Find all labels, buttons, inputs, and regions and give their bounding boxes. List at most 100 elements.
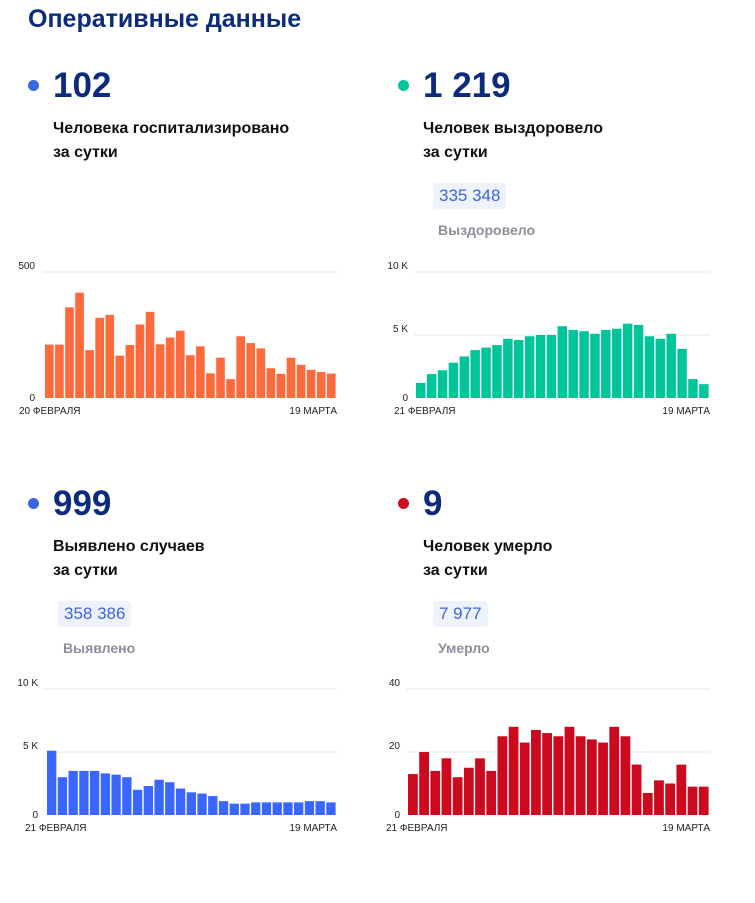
bar	[508, 726, 519, 815]
bar	[105, 314, 115, 398]
bar	[459, 356, 470, 398]
bar	[306, 369, 316, 398]
stat-panel-hospitalized: 102 Человека госпитализировано за сутки …	[0, 55, 350, 485]
bar	[251, 802, 261, 815]
caption-line-1: Человек выздоровело	[423, 120, 604, 137]
bar	[535, 335, 546, 398]
x-end-label: 19 МАРТА	[289, 406, 337, 417]
bar	[186, 792, 196, 815]
bar	[557, 326, 568, 398]
bar	[55, 344, 64, 398]
stat-number: 1 219	[423, 66, 511, 105]
cases-bar-chart: 0 5 K 10 K 21 ФЕВРАЛЯ 19 МАРТА	[17, 678, 337, 834]
bar	[132, 789, 143, 815]
bar	[229, 803, 239, 815]
bar	[47, 750, 57, 815]
x-end-label: 19 МАРТА	[662, 406, 710, 417]
y-tick-label: 20	[389, 741, 401, 752]
bar	[677, 348, 687, 398]
bar	[564, 726, 575, 815]
bar	[316, 372, 326, 398]
bar	[315, 801, 325, 815]
bar	[553, 736, 564, 815]
caption-line-2: за сутки	[423, 562, 488, 579]
bar	[503, 338, 513, 398]
bar	[598, 742, 608, 815]
bar	[276, 373, 286, 398]
x-start-label: 20 ФЕВРАЛЯ	[19, 406, 81, 417]
bar	[612, 328, 622, 398]
bar	[296, 364, 306, 398]
bar	[654, 780, 664, 815]
bar	[665, 783, 676, 815]
bar	[226, 379, 235, 398]
caption-line-2: за сутки	[423, 144, 488, 161]
stat-panel-recovered: 1 219 Человек выздоровело за сутки 335 3…	[375, 55, 725, 485]
bar	[75, 292, 84, 398]
bar	[486, 770, 497, 815]
bar	[609, 726, 620, 815]
x-end-label: 19 МАРТА	[289, 823, 337, 834]
bar	[666, 333, 676, 398]
page-title: Оперативные данные	[28, 5, 302, 33]
bar	[448, 362, 459, 398]
bar	[165, 782, 175, 815]
bar	[524, 336, 535, 398]
deaths-bar-chart: 0 20 40 21 ФЕВРАЛЯ 19 МАРТА	[386, 678, 710, 834]
y-tick-label: 0	[402, 393, 408, 404]
caption-line-1: Выявлено случаев	[53, 538, 205, 555]
bar	[326, 802, 336, 815]
bar	[575, 736, 586, 815]
bar	[246, 343, 256, 398]
y-tick-label: 10 K	[17, 678, 38, 689]
recovered-bar-chart: 0 5 K 10 K 21 ФЕВРАЛЯ 19 МАРТА	[387, 261, 710, 417]
bar	[197, 793, 207, 815]
bar	[655, 338, 666, 398]
bar	[216, 357, 225, 398]
bar	[272, 802, 282, 815]
total-label: Выздоровело	[438, 222, 536, 238]
bar	[452, 777, 463, 815]
bar	[586, 739, 597, 815]
bar	[135, 324, 145, 398]
bar	[463, 767, 474, 815]
bar	[481, 347, 491, 398]
bar	[622, 323, 633, 398]
bar	[85, 350, 94, 398]
bar	[631, 764, 642, 815]
bar	[601, 329, 611, 398]
bar	[79, 770, 89, 815]
bar	[154, 779, 164, 815]
stat-number: 999	[53, 484, 112, 523]
bar	[492, 345, 502, 398]
total-label: Выявлено	[63, 640, 136, 656]
y-tick-label: 5 K	[23, 741, 38, 752]
bar	[408, 774, 418, 815]
bar	[644, 336, 655, 398]
y-tick-label: 0	[394, 810, 400, 821]
bar	[165, 337, 175, 398]
bar	[698, 786, 709, 815]
bar	[111, 774, 121, 815]
bar	[419, 752, 429, 815]
bar	[676, 764, 687, 815]
caption-line-2: за сутки	[53, 144, 118, 161]
bar	[266, 368, 276, 398]
status-dot-icon	[398, 498, 409, 509]
bar	[687, 786, 698, 815]
y-tick-label: 40	[389, 678, 401, 689]
bar	[115, 355, 125, 398]
bar	[68, 770, 78, 815]
bar	[497, 736, 508, 815]
bar	[175, 330, 185, 398]
bar	[208, 796, 218, 815]
stat-caption: Выявлено случаев за сутки	[53, 535, 333, 583]
bar	[65, 307, 74, 398]
bar	[206, 373, 215, 398]
y-tick-label: 10 K	[387, 261, 408, 272]
stat-panel-deaths: 9 Человек умерло за сутки 7 977 Умерло 0…	[375, 473, 725, 903]
bar	[122, 777, 132, 815]
bar	[568, 329, 578, 398]
bar	[633, 324, 644, 398]
bar	[579, 331, 589, 398]
